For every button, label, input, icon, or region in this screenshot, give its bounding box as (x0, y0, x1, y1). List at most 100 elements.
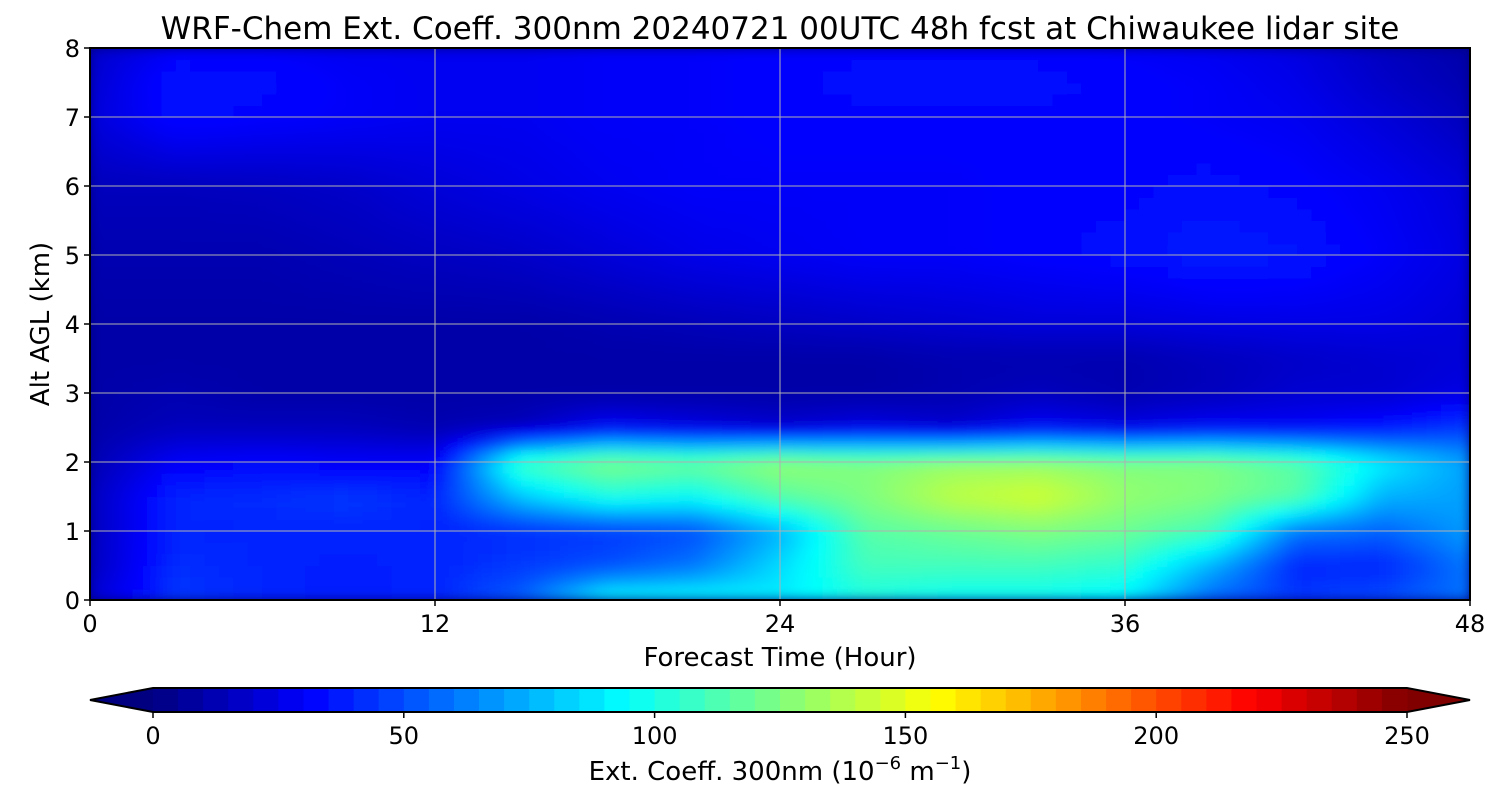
heatmap-cell (118, 392, 134, 405)
heatmap-cell (779, 496, 795, 509)
heatmap-cell (391, 197, 407, 210)
heatmap-cell (1397, 185, 1413, 198)
heatmap-cell (549, 82, 565, 95)
heatmap-cell (434, 427, 450, 440)
heatmap-cell (635, 105, 652, 118)
heatmap-cell (607, 82, 623, 95)
heatmap-cell (1412, 450, 1428, 463)
heatmap-cell (1368, 266, 1385, 279)
heatmap-cell (492, 358, 508, 371)
heatmap-cell (448, 312, 465, 325)
heatmap-cell (132, 473, 148, 486)
heatmap-cell (218, 335, 235, 348)
heatmap-cell (377, 346, 393, 359)
heatmap-cell (161, 553, 177, 566)
heatmap-cell (880, 116, 896, 129)
heatmap-cell (1038, 220, 1054, 233)
heatmap-cell (650, 530, 666, 543)
heatmap-cell (1253, 358, 1270, 371)
heatmap-cell (607, 174, 623, 187)
heatmap-cell (391, 450, 407, 463)
heatmap-cell (650, 346, 666, 359)
heatmap-cell (377, 576, 393, 589)
heatmap-cell (837, 346, 853, 359)
heatmap-cell (664, 70, 680, 83)
heatmap-cell (218, 289, 235, 302)
heatmap-cell (1354, 93, 1370, 106)
heatmap-cell (1067, 450, 1083, 463)
heatmap-cell (535, 312, 551, 325)
heatmap-cell (1138, 565, 1155, 578)
heatmap-cell (132, 530, 148, 543)
heatmap-cell (1081, 404, 1097, 417)
heatmap-cell (1239, 461, 1255, 474)
heatmap-cell (1110, 381, 1126, 394)
heatmap-cell (118, 312, 134, 325)
heatmap-cell (607, 162, 623, 175)
heatmap-cell (147, 438, 163, 451)
heatmap-cell (1354, 70, 1370, 83)
heatmap-cell (966, 507, 982, 520)
heatmap-cell (592, 438, 608, 451)
heatmap-cell (448, 220, 465, 233)
heatmap-cell (1095, 588, 1112, 600)
heatmap-cell (851, 231, 867, 244)
heatmap-cell (132, 48, 148, 60)
heatmap-cell (1182, 266, 1198, 279)
heatmap-cell (635, 93, 652, 106)
heatmap-cell (448, 461, 465, 474)
heatmap-cell (1426, 427, 1442, 440)
heatmap-cell (1110, 484, 1126, 497)
heatmap-cell (1009, 82, 1025, 95)
heatmap-cell (233, 208, 249, 221)
heatmap-cell (1297, 105, 1313, 118)
heatmap-cell (90, 473, 105, 486)
heatmap-cell (362, 484, 378, 497)
heatmap-cell (1095, 415, 1112, 428)
heatmap-cell (1397, 404, 1413, 417)
heatmap-cell (1239, 116, 1255, 129)
heatmap-cell (1397, 289, 1413, 302)
heatmap-cell (765, 473, 781, 486)
heatmap-cell (1052, 93, 1068, 106)
heatmap-cell (1325, 289, 1342, 302)
heatmap-cell (218, 507, 235, 520)
heatmap-cell (549, 530, 565, 543)
heatmap-cell (434, 323, 450, 336)
heatmap-cell (607, 450, 623, 463)
heatmap-cell (908, 243, 925, 256)
heatmap-cell (865, 151, 882, 164)
heatmap-cell (563, 335, 580, 348)
heatmap-cell (837, 404, 853, 417)
heatmap-cell (506, 208, 522, 221)
heatmap-cell (1067, 484, 1083, 497)
heatmap-cell (707, 438, 723, 451)
heatmap-cell (132, 116, 148, 129)
heatmap-cell (707, 484, 723, 497)
heatmap-cell (952, 381, 968, 394)
heatmap-cell (1268, 427, 1284, 440)
heatmap-cell (1110, 323, 1126, 336)
heatmap-cell (492, 254, 508, 267)
heatmap-cell (492, 473, 508, 486)
heatmap-cell (1196, 335, 1212, 348)
heatmap-cell (535, 484, 551, 497)
heatmap-cell (1009, 553, 1025, 566)
heatmap-cell (765, 576, 781, 589)
heatmap-cell (894, 105, 910, 118)
heatmap-cell (535, 346, 551, 359)
heatmap-cell (664, 588, 680, 600)
heatmap-cell (506, 82, 522, 95)
heatmap-cell (1038, 312, 1054, 325)
heatmap-cell (448, 576, 465, 589)
heatmap-cell (1368, 174, 1385, 187)
heatmap-cell (1282, 174, 1298, 187)
heatmap-cell (880, 358, 896, 371)
heatmap-cell (736, 530, 752, 543)
heatmap-cell (894, 576, 910, 589)
heatmap-cell (1110, 473, 1126, 486)
heatmap-cell (1354, 415, 1370, 428)
heatmap-cell (1210, 542, 1227, 555)
heatmap-cell (175, 220, 192, 233)
heatmap-cell (1311, 231, 1327, 244)
